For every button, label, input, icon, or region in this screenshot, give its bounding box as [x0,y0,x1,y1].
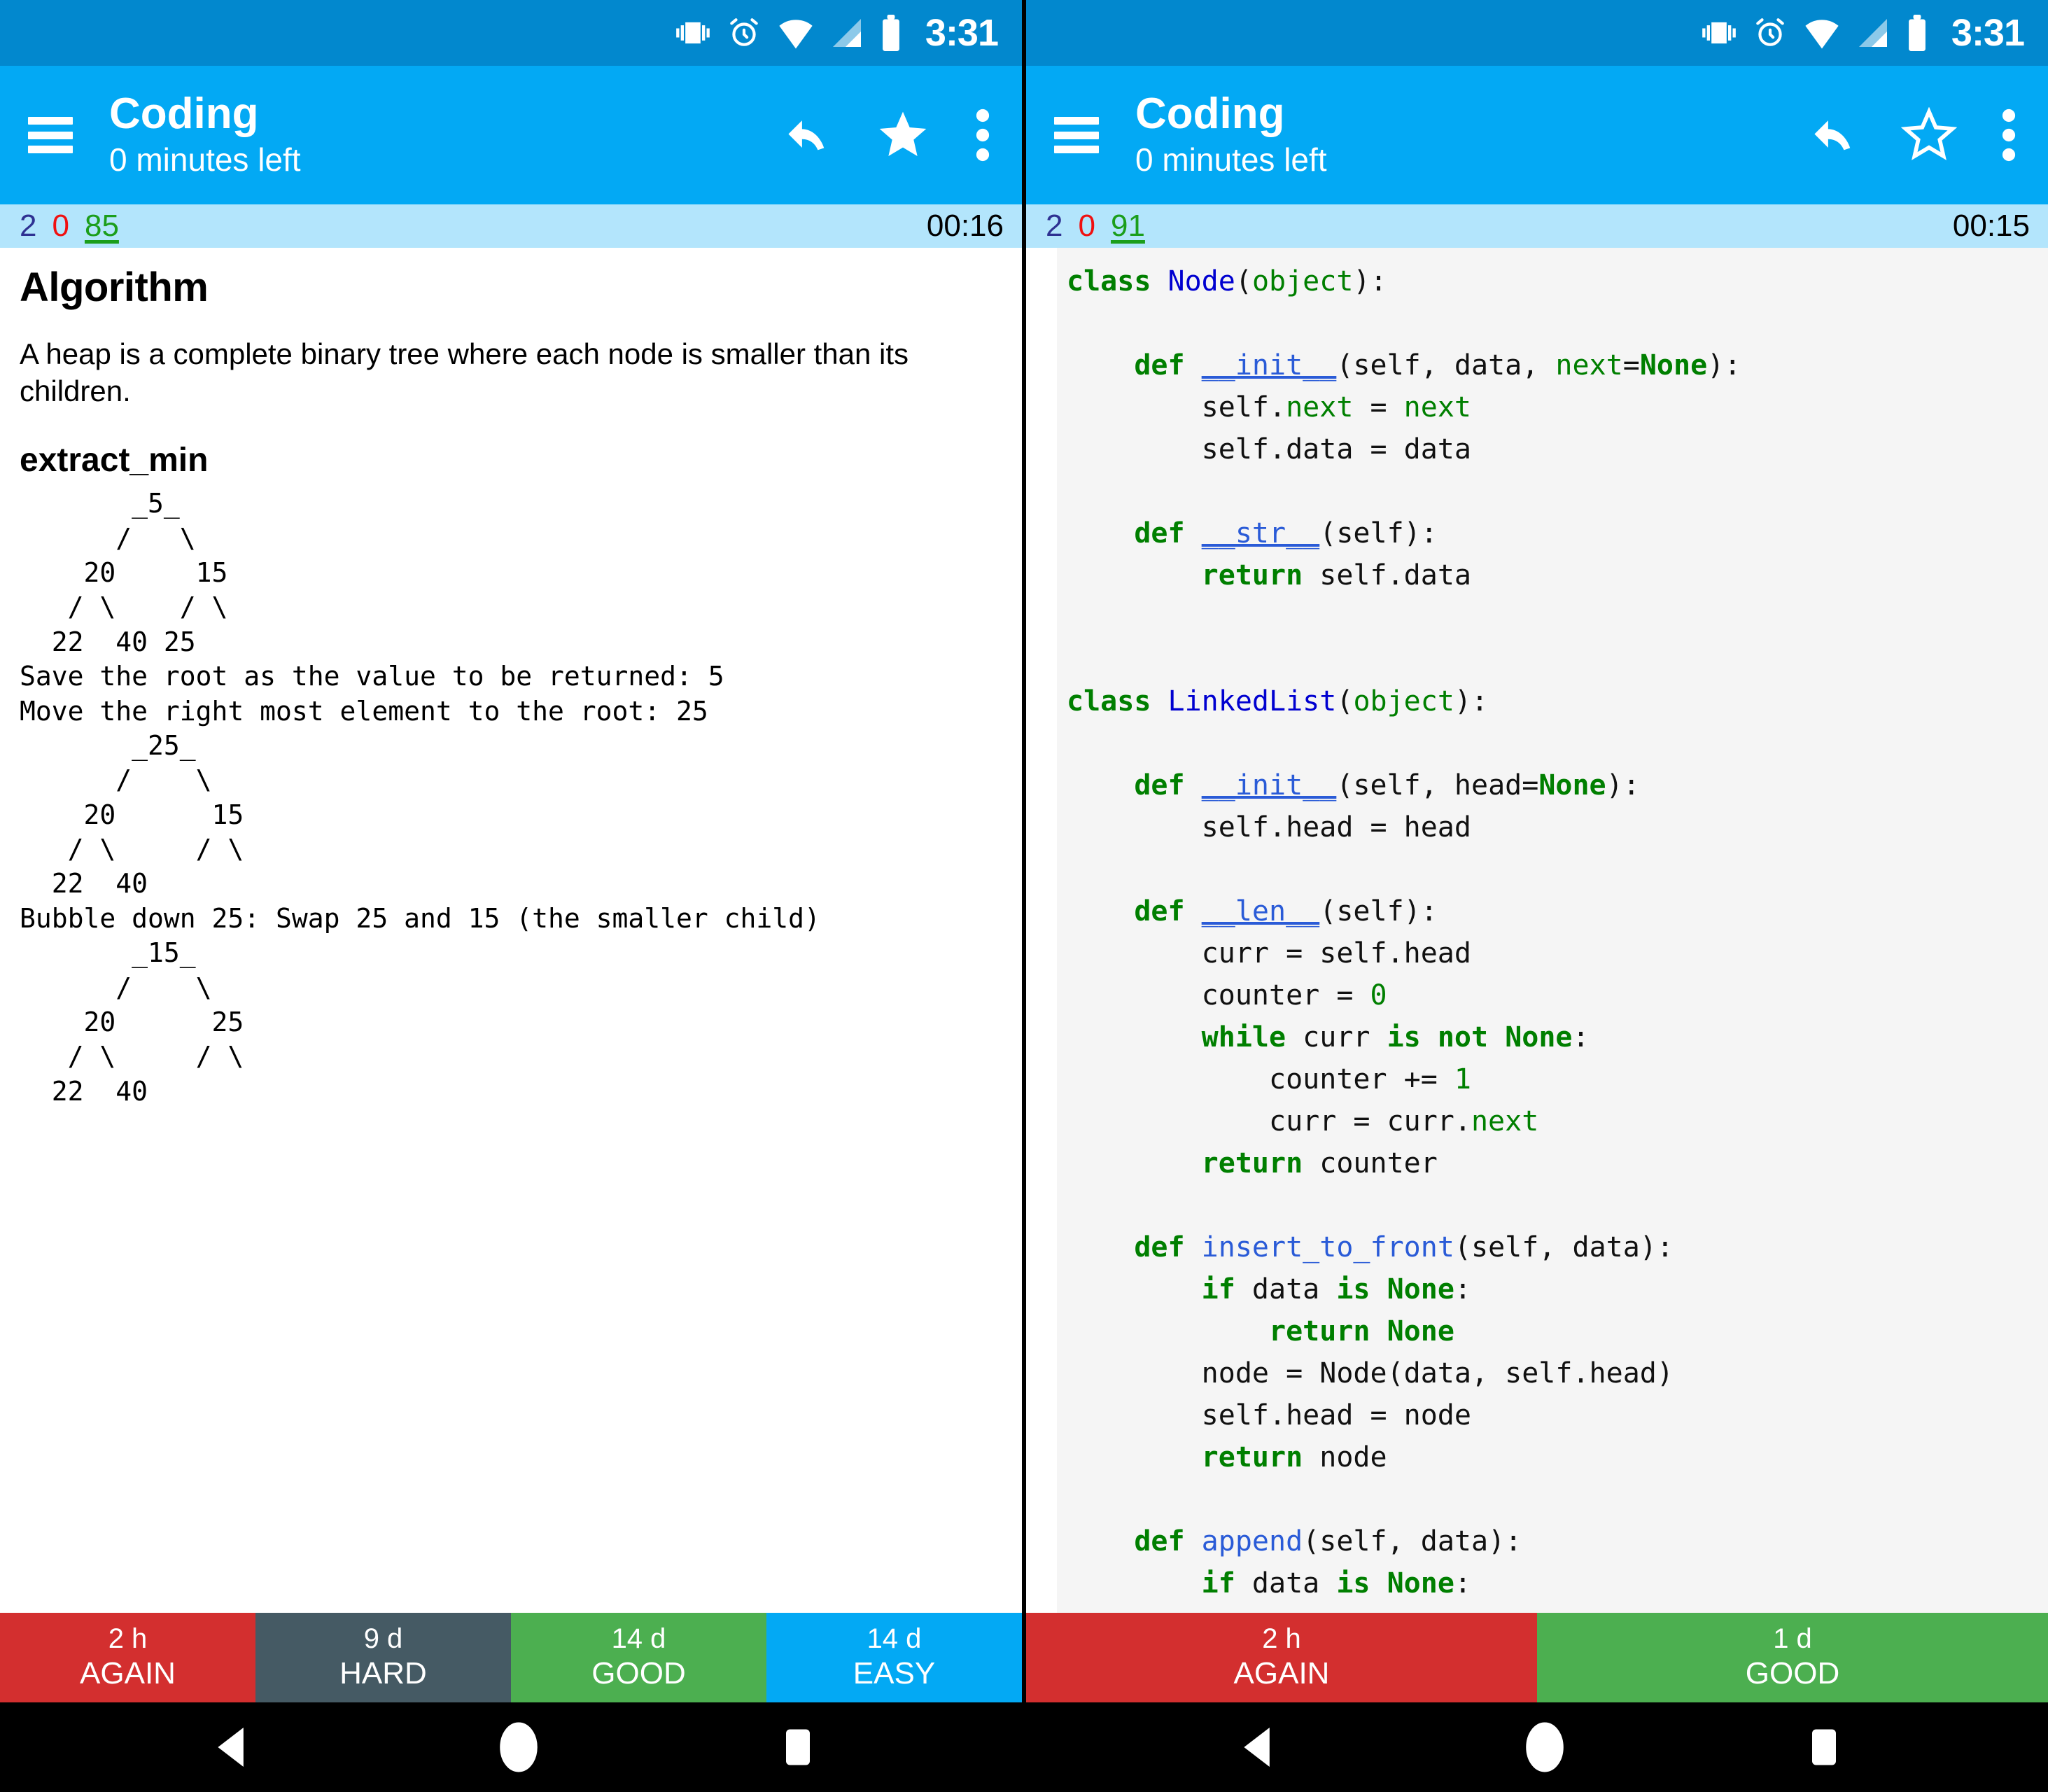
count-learning: 0 [1078,209,1095,243]
answer-interval: 9 d [363,1623,403,1654]
home-circle-icon[interactable] [496,1721,541,1774]
recents-square-icon[interactable] [1812,1729,1836,1765]
python-source: class Node(object): def __init__(self, d… [1067,265,1741,1613]
phone-screen-right: 3:31 Coding 0 minutes left 2 0 91 00:15 [1026,0,2048,1792]
back-triangle-icon[interactable] [1238,1726,1277,1769]
hamburger-icon[interactable] [1054,117,1099,153]
battery-icon [882,15,899,51]
card-heading: Algorithm [20,265,209,310]
answer-button-again[interactable]: 2 h AGAIN [1026,1613,1537,1702]
page-title: Coding [109,90,259,139]
answer-label: HARD [339,1656,427,1690]
toolbar-titles-right: Coding 0 minutes left [1135,90,1804,178]
star-outline-icon[interactable] [1901,107,1957,163]
card-subheading: extract_min [20,442,209,479]
answer-buttons-right: 2 h AGAIN 1 d GOOD [1026,1613,2048,1702]
undo-icon[interactable] [1804,108,1859,162]
counts-bar-left: 2 0 85 00:16 [0,204,1022,248]
count-new: 2 [1046,209,1063,243]
answer-button-easy[interactable]: 14 d EASY [766,1613,1022,1702]
answer-interval: 2 h [108,1623,148,1654]
app-toolbar-left: Coding 0 minutes left [0,66,1022,204]
answer-interval: 2 h [1262,1623,1301,1654]
alarm-icon [730,18,758,46]
page-subtitle: 0 minutes left [1135,141,1327,178]
toolbar-actions-right [1804,106,2024,164]
page-subtitle: 0 minutes left [109,141,301,178]
counts-bar-right: 2 0 91 00:15 [1026,204,2048,248]
alarm-icon [1756,18,1784,46]
status-time-left: 3:31 [925,12,999,54]
answer-button-good[interactable]: 14 d GOOD [511,1613,766,1702]
wifi-icon [779,20,813,49]
undo-icon[interactable] [778,108,833,162]
more-vert-icon[interactable] [973,106,993,164]
status-icons-right [1701,15,1929,51]
vibrate-icon [676,22,710,44]
card-timer: 00:15 [1952,209,2030,243]
ascii-tree-after-move: _25_ / \ 20 15 / \ / \ 22 40 [51,729,244,899]
status-time-right: 3:31 [1951,12,2025,54]
ascii-tree-final: _15_ / \ 20 25 / \ / \ 22 40 [51,937,244,1107]
page-title: Coding [1135,90,1285,139]
battery-icon [1908,15,1926,51]
step-text-bubble-down: Bubble down 25: Swap 25 and 15 (the smal… [20,902,820,934]
answer-label: GOOD [591,1656,686,1690]
step-text-save-root: Save the root as the value to be returne… [20,661,724,727]
answer-interval: 14 d [867,1623,922,1654]
wifi-icon [1805,20,1839,49]
signal-icon [832,19,861,47]
answer-buttons-left: 2 h AGAIN 9 d HARD 14 d GOOD 14 d EASY [0,1613,1022,1702]
status-bar-left: 3:31 [0,0,1022,66]
card-content-right[interactable]: class Node(object): def __init__(self, d… [1026,248,2048,1613]
card-counts-left: 2 0 85 [20,209,927,244]
answer-interval: 1 d [1773,1623,1812,1654]
card-document: Algorithm A heap is a complete binary tr… [0,248,1022,1109]
signal-icon [1858,19,1887,47]
more-vert-icon[interactable] [1999,106,2019,164]
toolbar-actions-left [778,106,998,164]
answer-label: AGAIN [1233,1656,1330,1690]
card-timer: 00:16 [926,209,1004,243]
card-paragraph: A heap is a complete binary tree where e… [20,337,909,408]
status-icons-left [675,15,903,51]
count-new: 2 [20,209,37,243]
star-filled-icon[interactable] [875,107,931,163]
card-counts-right: 2 0 91 [1046,209,1953,244]
answer-button-hard[interactable]: 9 d HARD [255,1613,511,1702]
answer-label: EASY [853,1656,936,1690]
count-due: 85 [84,209,119,243]
vibrate-icon [1702,22,1736,44]
recents-square-icon[interactable] [786,1729,810,1765]
answer-label: AGAIN [80,1656,176,1690]
answer-button-good[interactable]: 1 d GOOD [1537,1613,2048,1702]
count-due: 91 [1110,209,1145,243]
home-circle-icon[interactable] [1522,1721,1567,1774]
answer-label: GOOD [1745,1656,1840,1690]
android-navbar-right [1026,1702,2048,1792]
back-triangle-icon[interactable] [212,1726,251,1769]
phone-screen-left: 3:31 Coding 0 minutes left 2 0 85 00:16 [0,0,1022,1792]
code-block: class Node(object): def __init__(self, d… [1057,248,2048,1613]
code-block-wrapper: class Node(object): def __init__(self, d… [1026,248,2048,1613]
app-toolbar-right: Coding 0 minutes left [1026,66,2048,204]
count-learning: 0 [52,209,69,243]
android-navbar-left [0,1702,1022,1792]
card-content-left[interactable]: Algorithm A heap is a complete binary tr… [0,248,1022,1613]
status-bar-right: 3:31 [1026,0,2048,66]
answer-button-again[interactable]: 2 h AGAIN [0,1613,255,1702]
answer-interval: 14 d [611,1623,666,1654]
ascii-tree-initial: _5_ / \ 20 15 / \ / \ 22 40 25 [51,488,228,657]
toolbar-titles-left: Coding 0 minutes left [109,90,778,178]
hamburger-icon[interactable] [28,117,73,153]
